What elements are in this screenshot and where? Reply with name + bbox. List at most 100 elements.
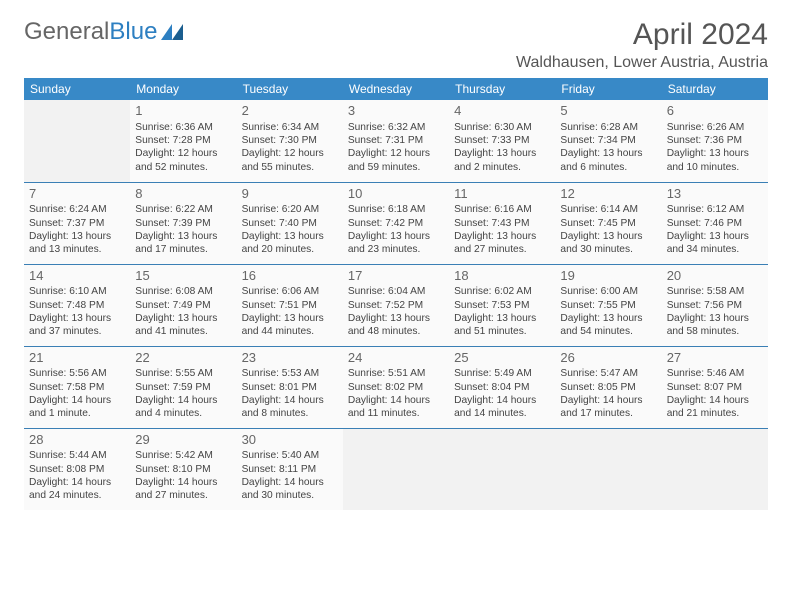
weekday-header: Monday [130, 78, 236, 100]
sunset-text: Sunset: 7:43 PM [454, 217, 550, 230]
calendar-cell: 11Sunrise: 6:16 AMSunset: 7:43 PMDayligh… [449, 182, 555, 264]
daylight-text: Daylight: 13 hours and 37 minutes. [29, 312, 125, 339]
calendar-cell-empty [449, 428, 555, 510]
calendar-cell: 12Sunrise: 6:14 AMSunset: 7:45 PMDayligh… [555, 182, 661, 264]
calendar-cell: 13Sunrise: 6:12 AMSunset: 7:46 PMDayligh… [662, 182, 768, 264]
sunset-text: Sunset: 8:01 PM [242, 381, 338, 394]
calendar-cell-empty [555, 428, 661, 510]
day-number: 13 [667, 186, 763, 203]
sunset-text: Sunset: 8:08 PM [29, 463, 125, 476]
daylight-text: Daylight: 13 hours and 23 minutes. [348, 230, 444, 257]
sunrise-text: Sunrise: 6:08 AM [135, 285, 231, 298]
sunrise-text: Sunrise: 6:32 AM [348, 121, 444, 134]
sunset-text: Sunset: 7:46 PM [667, 217, 763, 230]
logo-word1: General [24, 18, 109, 46]
calendar-cell: 27Sunrise: 5:46 AMSunset: 8:07 PMDayligh… [662, 346, 768, 428]
sunset-text: Sunset: 7:42 PM [348, 217, 444, 230]
daylight-text: Daylight: 13 hours and 58 minutes. [667, 312, 763, 339]
sunrise-text: Sunrise: 6:28 AM [560, 121, 656, 134]
calendar-cell: 23Sunrise: 5:53 AMSunset: 8:01 PMDayligh… [237, 346, 343, 428]
sunset-text: Sunset: 8:05 PM [560, 381, 656, 394]
sunset-text: Sunset: 7:53 PM [454, 299, 550, 312]
weekday-header: Sunday [24, 78, 130, 100]
calendar-cell: 26Sunrise: 5:47 AMSunset: 8:05 PMDayligh… [555, 346, 661, 428]
sunrise-text: Sunrise: 6:18 AM [348, 203, 444, 216]
sunset-text: Sunset: 7:40 PM [242, 217, 338, 230]
daylight-text: Daylight: 14 hours and 24 minutes. [29, 476, 125, 503]
sunset-text: Sunset: 7:30 PM [242, 134, 338, 147]
calendar-row: 14Sunrise: 6:10 AMSunset: 7:48 PMDayligh… [24, 264, 768, 346]
sunrise-text: Sunrise: 5:55 AM [135, 367, 231, 380]
calendar-cell: 20Sunrise: 5:58 AMSunset: 7:56 PMDayligh… [662, 264, 768, 346]
sunset-text: Sunset: 7:58 PM [29, 381, 125, 394]
day-number: 7 [29, 186, 125, 203]
calendar-cell-empty [24, 100, 130, 182]
sunset-text: Sunset: 8:10 PM [135, 463, 231, 476]
calendar-row: 21Sunrise: 5:56 AMSunset: 7:58 PMDayligh… [24, 346, 768, 428]
day-number: 11 [454, 186, 550, 203]
title-block: April 2024 Waldhausen, Lower Austria, Au… [516, 18, 768, 72]
day-number: 20 [667, 268, 763, 285]
sunset-text: Sunset: 7:31 PM [348, 134, 444, 147]
calendar-cell: 9Sunrise: 6:20 AMSunset: 7:40 PMDaylight… [237, 182, 343, 264]
day-number: 17 [348, 268, 444, 285]
sunrise-text: Sunrise: 5:47 AM [560, 367, 656, 380]
day-number: 6 [667, 103, 763, 120]
daylight-text: Daylight: 14 hours and 21 minutes. [667, 394, 763, 421]
sunset-text: Sunset: 7:56 PM [667, 299, 763, 312]
daylight-text: Daylight: 12 hours and 52 minutes. [135, 147, 231, 174]
sunset-text: Sunset: 7:33 PM [454, 134, 550, 147]
day-number: 9 [242, 186, 338, 203]
daylight-text: Daylight: 12 hours and 59 minutes. [348, 147, 444, 174]
weekday-header: Thursday [449, 78, 555, 100]
daylight-text: Daylight: 13 hours and 13 minutes. [29, 230, 125, 257]
daylight-text: Daylight: 13 hours and 41 minutes. [135, 312, 231, 339]
sunset-text: Sunset: 7:59 PM [135, 381, 231, 394]
daylight-text: Daylight: 14 hours and 4 minutes. [135, 394, 231, 421]
weekday-header: Wednesday [343, 78, 449, 100]
daylight-text: Daylight: 14 hours and 1 minute. [29, 394, 125, 421]
daylight-text: Daylight: 13 hours and 44 minutes. [242, 312, 338, 339]
sunrise-text: Sunrise: 6:14 AM [560, 203, 656, 216]
day-number: 15 [135, 268, 231, 285]
logo-word2: Blue [109, 18, 157, 46]
day-number: 4 [454, 103, 550, 120]
day-number: 14 [29, 268, 125, 285]
daylight-text: Daylight: 14 hours and 8 minutes. [242, 394, 338, 421]
sunset-text: Sunset: 7:36 PM [667, 134, 763, 147]
sunrise-text: Sunrise: 5:42 AM [135, 449, 231, 462]
sunrise-text: Sunrise: 5:49 AM [454, 367, 550, 380]
location: Waldhausen, Lower Austria, Austria [516, 54, 768, 72]
calendar-cell: 28Sunrise: 5:44 AMSunset: 8:08 PMDayligh… [24, 428, 130, 510]
sunrise-text: Sunrise: 6:16 AM [454, 203, 550, 216]
sunrise-text: Sunrise: 5:53 AM [242, 367, 338, 380]
calendar-cell: 3Sunrise: 6:32 AMSunset: 7:31 PMDaylight… [343, 100, 449, 182]
daylight-text: Daylight: 13 hours and 30 minutes. [560, 230, 656, 257]
calendar-cell-empty [343, 428, 449, 510]
sunrise-text: Sunrise: 6:00 AM [560, 285, 656, 298]
calendar-cell: 10Sunrise: 6:18 AMSunset: 7:42 PMDayligh… [343, 182, 449, 264]
day-number: 27 [667, 350, 763, 367]
daylight-text: Daylight: 13 hours and 34 minutes. [667, 230, 763, 257]
calendar-cell: 22Sunrise: 5:55 AMSunset: 7:59 PMDayligh… [130, 346, 236, 428]
calendar-cell: 29Sunrise: 5:42 AMSunset: 8:10 PMDayligh… [130, 428, 236, 510]
sunset-text: Sunset: 7:49 PM [135, 299, 231, 312]
calendar-cell: 18Sunrise: 6:02 AMSunset: 7:53 PMDayligh… [449, 264, 555, 346]
day-number: 18 [454, 268, 550, 285]
day-number: 21 [29, 350, 125, 367]
sunset-text: Sunset: 7:34 PM [560, 134, 656, 147]
sunset-text: Sunset: 7:48 PM [29, 299, 125, 312]
sunset-text: Sunset: 7:52 PM [348, 299, 444, 312]
sunrise-text: Sunrise: 6:20 AM [242, 203, 338, 216]
daylight-text: Daylight: 12 hours and 55 minutes. [242, 147, 338, 174]
daylight-text: Daylight: 13 hours and 54 minutes. [560, 312, 656, 339]
calendar-cell: 14Sunrise: 6:10 AMSunset: 7:48 PMDayligh… [24, 264, 130, 346]
day-number: 3 [348, 103, 444, 120]
sunrise-text: Sunrise: 6:02 AM [454, 285, 550, 298]
sunrise-text: Sunrise: 5:58 AM [667, 285, 763, 298]
calendar-cell: 5Sunrise: 6:28 AMSunset: 7:34 PMDaylight… [555, 100, 661, 182]
daylight-text: Daylight: 13 hours and 6 minutes. [560, 147, 656, 174]
sunrise-text: Sunrise: 5:51 AM [348, 367, 444, 380]
calendar-cell: 1Sunrise: 6:36 AMSunset: 7:28 PMDaylight… [130, 100, 236, 182]
daylight-text: Daylight: 14 hours and 17 minutes. [560, 394, 656, 421]
